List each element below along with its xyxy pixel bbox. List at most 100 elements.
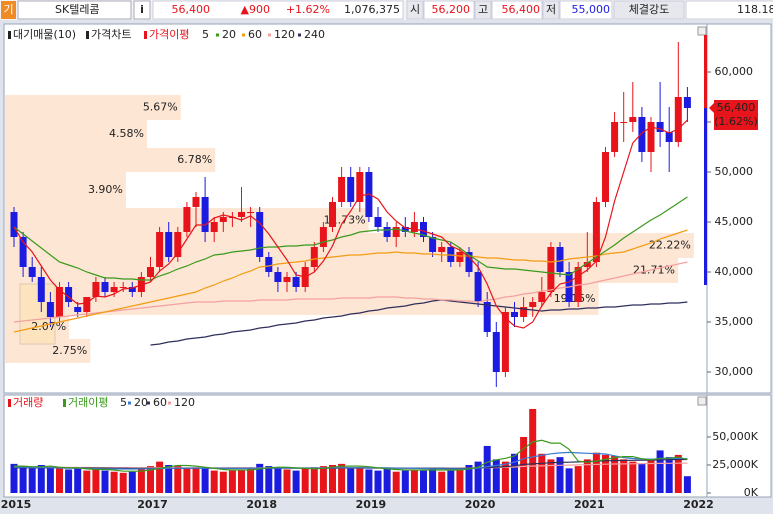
candle-body xyxy=(529,302,537,307)
volume-bar xyxy=(19,466,27,493)
volume-bar xyxy=(365,469,373,493)
profile-label: 4.58% xyxy=(109,127,144,140)
candle-body xyxy=(292,277,300,287)
stock-name: SK텔레콤 xyxy=(55,3,100,16)
volume-bar xyxy=(329,464,336,493)
candle-body xyxy=(319,227,327,247)
candle-body xyxy=(338,177,346,202)
high-box xyxy=(491,0,543,20)
candle-body xyxy=(374,217,382,227)
volume-bar xyxy=(310,467,318,493)
strength-label-box xyxy=(613,0,685,20)
candle-body xyxy=(592,202,600,262)
candle-body xyxy=(383,227,391,237)
legend-series: 240 xyxy=(304,28,325,41)
ma-line xyxy=(13,261,688,323)
volume-bar xyxy=(556,457,564,493)
volume-bar xyxy=(638,463,646,493)
legend-swatch xyxy=(144,31,147,39)
candle-body xyxy=(192,197,200,207)
profile-bar xyxy=(5,172,126,208)
candle-body xyxy=(265,257,273,272)
candle-body xyxy=(429,237,437,252)
volume-bar xyxy=(592,452,600,493)
volume-bar xyxy=(92,469,100,493)
legend-volume: 거래량 xyxy=(13,396,43,409)
tag-box[interactable] xyxy=(1,1,16,19)
ma-line xyxy=(13,196,688,281)
open-box xyxy=(423,0,475,20)
low-label-box xyxy=(542,0,560,20)
candle-body xyxy=(638,117,646,152)
candle-body xyxy=(501,312,509,372)
candle-body xyxy=(128,287,136,292)
name-box[interactable] xyxy=(17,0,132,20)
profile-bar xyxy=(5,95,181,120)
volume: 1,076,375 xyxy=(344,3,400,16)
candle-body xyxy=(620,122,628,123)
candle-body xyxy=(556,247,564,272)
volume-bar xyxy=(219,471,227,493)
legend-series: 60 xyxy=(248,28,262,41)
rate: +1.62% xyxy=(286,3,330,16)
volume-bar xyxy=(65,469,73,493)
legend-series: 20 xyxy=(134,396,148,409)
panel-button[interactable] xyxy=(697,396,707,406)
legend-series: 20 xyxy=(222,28,236,41)
low-box xyxy=(559,0,613,20)
x-tick-label: 2019 xyxy=(356,498,387,511)
volume-bar xyxy=(602,454,609,493)
profile-label: 6.78% xyxy=(177,153,212,166)
change: ▲900 xyxy=(241,3,270,16)
low: 55,000 xyxy=(572,3,611,16)
y-tick-label: 35,000 xyxy=(715,315,754,328)
legend-ma: 가격이평 xyxy=(149,28,189,41)
volume-bar xyxy=(74,468,82,493)
volume-bar xyxy=(356,467,364,493)
volume-bar xyxy=(538,453,546,493)
candle-body xyxy=(28,267,36,277)
candle-body xyxy=(238,212,245,217)
profile-label: 21.71% xyxy=(633,264,675,277)
info-icon: i xyxy=(140,3,144,16)
candle-body xyxy=(37,277,45,302)
legend-series: 120 xyxy=(274,28,295,41)
high: 56,400 xyxy=(502,3,541,16)
candle-body xyxy=(456,252,464,262)
legend-series: 120 xyxy=(174,396,195,409)
profile-bar xyxy=(5,120,147,148)
volume-bar xyxy=(656,450,664,493)
candle-body xyxy=(274,272,282,282)
legend-series: 5 xyxy=(202,28,209,41)
volume-bar xyxy=(683,476,691,493)
legend-dot xyxy=(268,33,271,37)
y-tick-label: 50,000K xyxy=(712,430,758,443)
volume-bar xyxy=(256,463,264,493)
last-price-pointer xyxy=(709,103,714,113)
volume-bar xyxy=(511,453,518,493)
info-button[interactable] xyxy=(133,0,151,20)
open-label: 시 xyxy=(410,3,420,16)
open-label-box xyxy=(406,0,424,20)
volume-bar xyxy=(301,468,309,493)
volume-bar xyxy=(629,461,637,493)
candle-body xyxy=(392,227,400,237)
x-tick-label: 2015 xyxy=(1,498,32,511)
legend-dot xyxy=(128,401,131,405)
profile-label: 5.67% xyxy=(143,101,178,114)
candle-body xyxy=(219,217,227,222)
panel-button[interactable] xyxy=(697,26,707,36)
x-tick-label: 2018 xyxy=(246,498,277,511)
volume-bar xyxy=(574,466,582,493)
legend-series: 60 xyxy=(153,396,167,409)
legend-dot xyxy=(147,401,150,405)
volume-bar xyxy=(420,470,427,493)
high-label: 고 xyxy=(478,3,488,16)
volume-bar xyxy=(392,471,400,493)
candle-body xyxy=(629,117,637,122)
range-bar-up xyxy=(704,35,707,108)
volume-bar xyxy=(10,463,18,493)
open: 56,200 xyxy=(432,3,471,16)
last-price: 56,400 xyxy=(717,101,756,114)
